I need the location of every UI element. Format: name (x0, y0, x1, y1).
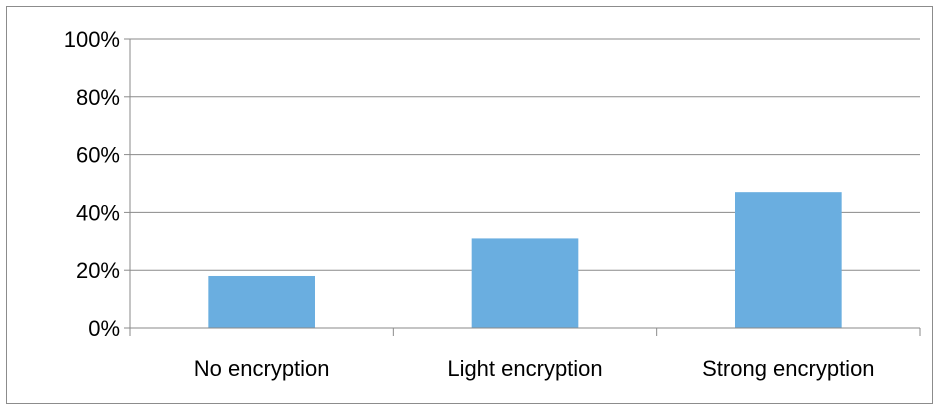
bar (208, 275, 315, 328)
x-category-label: No encryption (194, 356, 330, 381)
bar (735, 192, 842, 328)
y-tick-label: 60% (76, 143, 120, 168)
y-tick-label: 20% (76, 258, 120, 283)
y-tick-label: 0% (88, 316, 120, 341)
x-axis-category-labels: No encryption Light encryption Strong encr… (194, 356, 875, 381)
x-category-label: Light encryption (447, 356, 602, 381)
y-tick-label: 80% (76, 85, 120, 110)
x-category-label: Strong encryption (702, 356, 874, 381)
y-tick-label: 40% (76, 200, 120, 225)
x-axis (124, 38, 921, 336)
bar (471, 238, 579, 328)
y-axis-tick-labels: 0% 20% 40% 60% 80% 100% (64, 27, 120, 341)
y-tick-label: 100% (64, 27, 120, 52)
bars (208, 192, 842, 328)
